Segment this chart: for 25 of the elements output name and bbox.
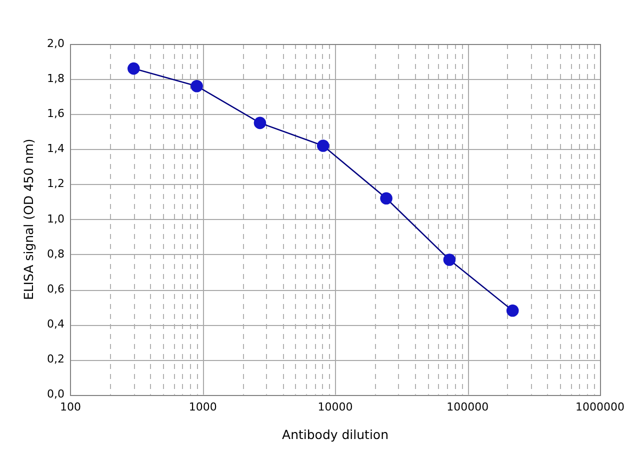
point	[506, 304, 519, 317]
y-tick-label: 1,8	[46, 72, 64, 85]
x-tick-label: 100000	[446, 400, 489, 414]
x-tick-label: 1000000	[576, 400, 624, 414]
y-tick-label: 0,0	[46, 388, 64, 401]
point	[254, 116, 266, 130]
y-tick-label: 1,4	[46, 142, 64, 156]
x-tick-label: 1000	[188, 400, 217, 414]
point	[380, 192, 392, 204]
y-axis-title: ELISA signal (OD 450 nm)	[20, 138, 36, 300]
point	[443, 254, 456, 266]
x-tick-label: 10000	[318, 400, 353, 414]
y-tick-label: 2,0	[46, 36, 64, 50]
x-axis-title: Antibody dilution	[282, 426, 388, 442]
x-tick-label: 100	[60, 400, 81, 414]
point	[128, 62, 140, 75]
point	[316, 140, 330, 152]
y-tick-label: 0,6	[46, 282, 64, 296]
y-tick-label: 1,2	[46, 177, 64, 190]
y-tick-label: 1,6	[46, 107, 64, 120]
y-tick-label: 1,0	[46, 212, 64, 226]
point	[190, 80, 203, 92]
y-tick-label: 0,4	[46, 318, 64, 330]
y-tick-label: 0,2	[46, 352, 64, 366]
y-tick-label: 0,8	[46, 247, 64, 260]
